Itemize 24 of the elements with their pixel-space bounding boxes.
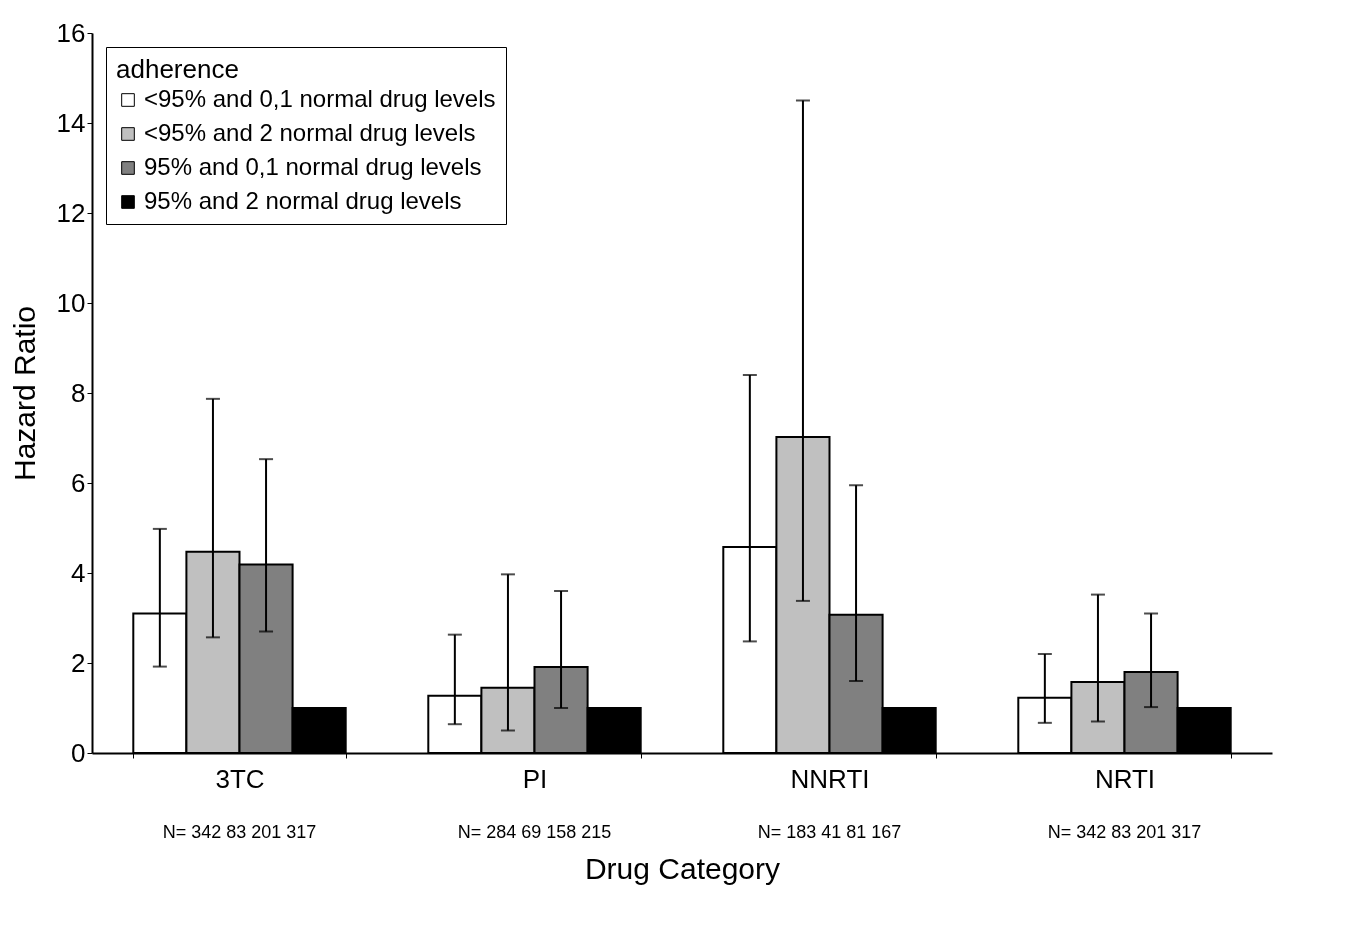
text: N= 342 83 201 317 xyxy=(1047,822,1202,842)
legend-label: 95% and 0,1 normal drug levels xyxy=(144,153,482,180)
x-tick-label: NNRTI xyxy=(790,763,870,794)
legend-label: <95% and 0,1 normal drug levels xyxy=(144,85,496,112)
x-tick-label: NRTI xyxy=(1094,763,1156,794)
x-tick-label: 3TC xyxy=(215,763,265,794)
y-tick-label: 12 xyxy=(56,197,86,228)
y-tick-label: 0 xyxy=(71,737,86,768)
y-tick-label: 10 xyxy=(56,287,86,318)
y-tick-label: 8 xyxy=(71,377,86,408)
x-tick-label: PI xyxy=(522,763,548,794)
legend-title: adherence xyxy=(116,54,239,84)
y-tick-label: 14 xyxy=(56,107,86,138)
legend-label: <95% and 2 normal drug levels xyxy=(144,119,476,146)
x-axis-title: Drug Category xyxy=(584,851,781,885)
y-axis-title: Hazard Ratio xyxy=(7,305,41,482)
text: N= 342 83 201 317 xyxy=(162,822,317,842)
y-tick-label: 4 xyxy=(71,557,86,588)
y-tick-label: 6 xyxy=(71,467,86,498)
y-tick-label: 2 xyxy=(71,647,86,678)
y-tick-label: 16 xyxy=(56,17,86,48)
text: N= 284 69 158 215 xyxy=(457,822,612,842)
legend-label: 95% and 2 normal drug levels xyxy=(144,187,462,214)
text: N= 183 41 81 167 xyxy=(757,822,902,842)
